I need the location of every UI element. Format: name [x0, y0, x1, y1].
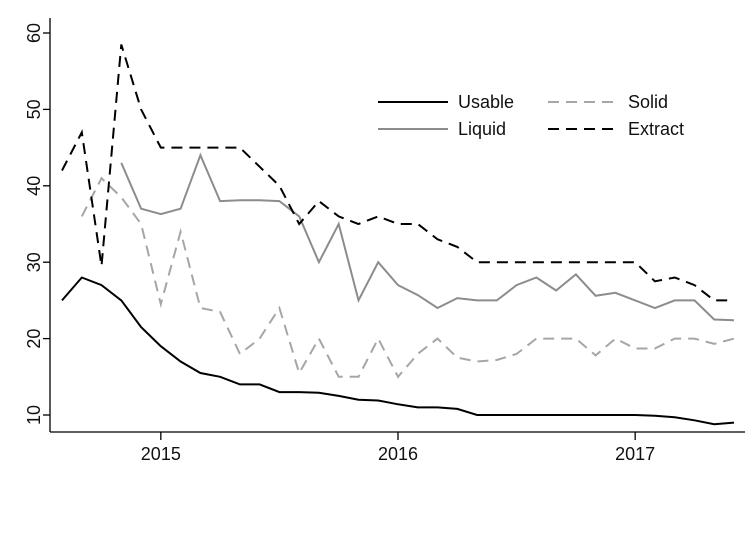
y-tick-label: 50: [24, 99, 44, 119]
axes: 10 20 30 40 50 60 2015 2016 2017: [24, 18, 745, 464]
series-layer: [61, 44, 735, 426]
series-line-solid: [80, 176, 735, 379]
y-tick-label: 60: [24, 23, 44, 43]
y-tick-label: 20: [24, 329, 44, 349]
legend-label-usable: Usable: [458, 92, 514, 112]
series-line-extract: [61, 44, 734, 302]
legend: Usable Solid Liquid Extract: [378, 92, 684, 139]
legend-label-liquid: Liquid: [458, 119, 506, 139]
series-line-usable: [61, 276, 735, 426]
y-tick-label: 30: [24, 252, 44, 272]
legend-label-solid: Solid: [628, 92, 668, 112]
x-tick-label: 2017: [615, 444, 655, 464]
x-tick-label: 2015: [141, 444, 181, 464]
y-tick-label: 10: [24, 405, 44, 425]
legend-label-extract: Extract: [628, 119, 684, 139]
y-tick-label: 40: [24, 176, 44, 196]
x-tick-label: 2016: [378, 444, 418, 464]
series-line-liquid: [120, 152, 735, 322]
